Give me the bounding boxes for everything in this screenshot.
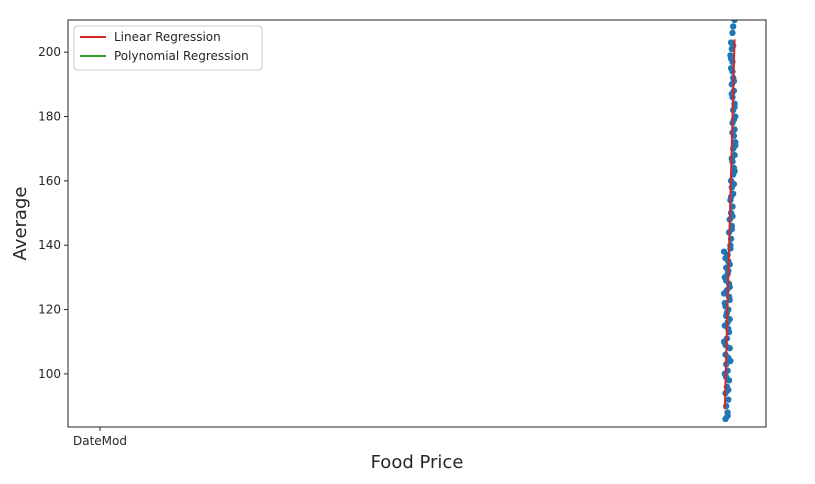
x-axis-ticks: DateMod: [73, 427, 127, 448]
scatter-point: [725, 396, 732, 403]
x-tick-label: DateMod: [73, 434, 127, 448]
scatter-point: [731, 20, 738, 24]
scatter-point: [729, 29, 736, 37]
y-axis-label: Average: [10, 187, 31, 261]
y-tick-label: 200: [38, 45, 61, 59]
y-tick-label: 120: [38, 303, 61, 317]
x-axis-label: Food Price: [371, 452, 464, 473]
y-tick-label: 180: [38, 110, 61, 124]
y-axis-ticks: 100 120 140 160 180 200: [38, 45, 68, 381]
legend: Linear Regression Polynomial Regression: [73, 25, 263, 71]
legend-box: [73, 25, 263, 71]
plot-area: [720, 20, 739, 423]
y-tick-label: 140: [38, 238, 61, 252]
linear-regression-line: [723, 39, 736, 410]
scatter-point: [727, 55, 735, 62]
scatter-point: [730, 180, 738, 188]
scatter-point: [726, 261, 733, 268]
y-tick-label: 100: [38, 367, 61, 381]
plot-frame: [67, 19, 767, 428]
legend-label-linear-regression: Linear Regression: [114, 30, 221, 44]
scatter-point: [727, 357, 734, 365]
legend-label-polynomial-regression: Polynomial Regression: [114, 49, 249, 63]
scatter-point: [724, 412, 731, 419]
y-tick-label: 160: [38, 174, 61, 188]
scatter-point: [732, 142, 739, 149]
scatter-point: [731, 168, 738, 175]
scatter-point: [725, 386, 732, 394]
scatter-point: [729, 23, 737, 30]
scatter-point: [721, 299, 729, 307]
